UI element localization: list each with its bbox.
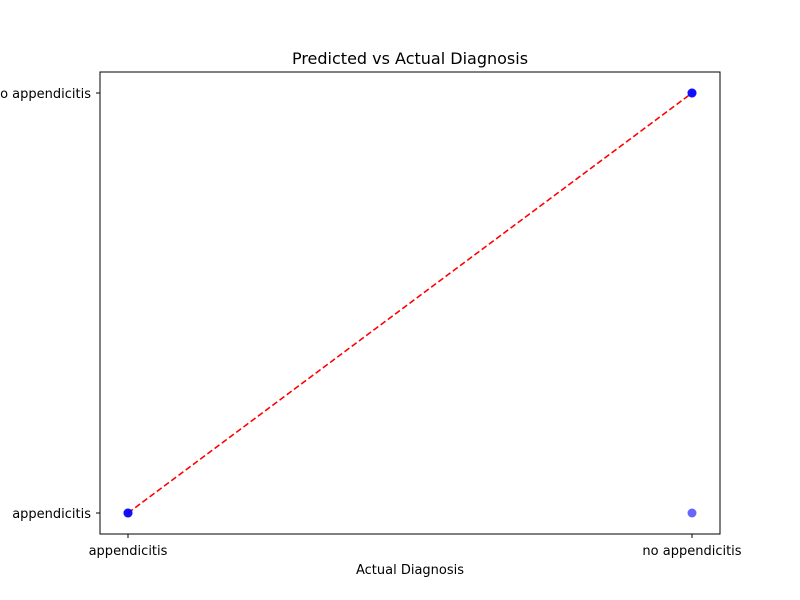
plot-area <box>99 71 721 535</box>
x-axis-ticks: appendicitis no appendicitis <box>89 534 742 559</box>
y-axis-ticks: appendicitis no appendicitis <box>0 87 100 522</box>
reference-line-group <box>127 92 693 514</box>
x-axis-label: Actual Diagnosis <box>356 563 464 578</box>
x-tick-label: appendicitis <box>89 544 168 559</box>
chart-title: Predicted vs Actual Diagnosis <box>292 49 528 68</box>
y-tick-label: appendicitis <box>12 507 91 522</box>
data-point <box>687 508 697 518</box>
reference-line <box>127 92 693 514</box>
x-tick-label: no appendicitis <box>642 544 741 559</box>
data-point <box>687 88 697 98</box>
data-points <box>123 88 697 518</box>
y-tick-label: no appendicitis <box>0 87 91 102</box>
data-point <box>123 508 133 518</box>
